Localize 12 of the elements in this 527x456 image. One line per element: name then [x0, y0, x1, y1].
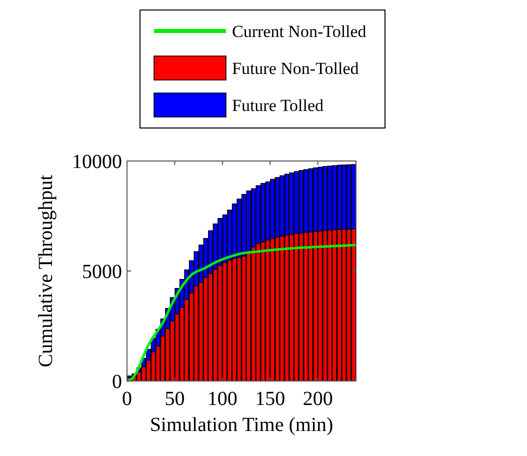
x-tick-label: 200: [302, 388, 333, 410]
x-tick-label: 150: [255, 388, 286, 410]
legend-label: Current Non-Tolled: [232, 22, 367, 41]
y-axis-title: Cumulative Throughput: [35, 174, 57, 368]
x-axis-title: Simulation Time (min): [150, 414, 334, 436]
y-tick-label: 0: [112, 371, 122, 393]
y-tick-label: 10000: [72, 151, 122, 173]
x-tick-label: 100: [207, 388, 238, 410]
legend-label: Future Tolled: [232, 96, 324, 115]
y-tick-label: 5000: [82, 261, 122, 283]
x-tick-label: 50: [164, 388, 185, 410]
legend-label: Future Non-Tolled: [232, 59, 360, 78]
